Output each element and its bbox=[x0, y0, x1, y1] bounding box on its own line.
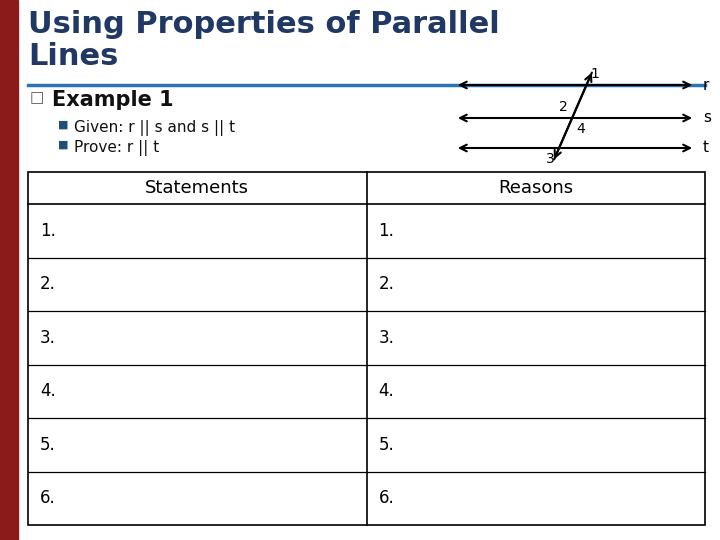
Text: □: □ bbox=[30, 90, 45, 105]
Text: Statements: Statements bbox=[145, 179, 249, 197]
Text: ■: ■ bbox=[58, 140, 68, 150]
Text: 2.: 2. bbox=[379, 275, 395, 293]
Text: ■: ■ bbox=[58, 120, 68, 130]
Text: r: r bbox=[703, 78, 709, 92]
Text: 2.: 2. bbox=[40, 275, 56, 293]
Text: Reasons: Reasons bbox=[498, 179, 573, 197]
Text: 3: 3 bbox=[546, 152, 555, 166]
Text: t: t bbox=[703, 140, 709, 156]
Text: Lines: Lines bbox=[28, 42, 118, 71]
Text: 4: 4 bbox=[576, 122, 585, 136]
Text: 3.: 3. bbox=[40, 329, 56, 347]
Text: Using Properties of Parallel: Using Properties of Parallel bbox=[28, 10, 500, 39]
Text: s: s bbox=[703, 111, 711, 125]
Text: 6.: 6. bbox=[40, 489, 55, 507]
Text: Prove: r || t: Prove: r || t bbox=[74, 140, 159, 156]
Text: 1: 1 bbox=[590, 67, 599, 81]
Text: 4.: 4. bbox=[40, 382, 55, 400]
Text: 1.: 1. bbox=[379, 222, 395, 240]
Bar bbox=[28, 172, 705, 525]
Text: 2: 2 bbox=[559, 100, 568, 114]
Text: 6.: 6. bbox=[379, 489, 395, 507]
Text: 3.: 3. bbox=[379, 329, 395, 347]
Text: 5.: 5. bbox=[379, 436, 395, 454]
Text: Given: r || s and s || t: Given: r || s and s || t bbox=[74, 120, 235, 136]
Text: Example 1: Example 1 bbox=[52, 90, 174, 110]
Text: 1.: 1. bbox=[40, 222, 56, 240]
Text: 5.: 5. bbox=[40, 436, 55, 454]
Text: 4.: 4. bbox=[379, 382, 395, 400]
